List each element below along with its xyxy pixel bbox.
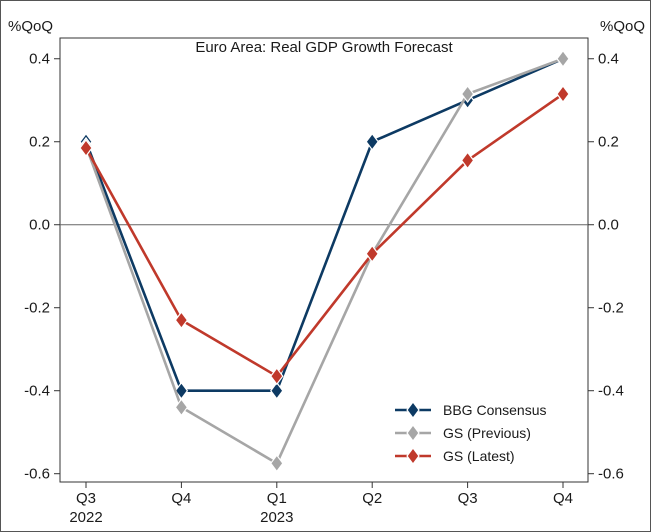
y-tick-label-right: -0.2 (598, 300, 624, 317)
series-layer (79, 49, 570, 473)
y-tick-label-right: 0.0 (598, 217, 619, 234)
x-tick-year-label: 2022 (69, 509, 102, 526)
right-axis-unit: %QoQ (600, 18, 645, 35)
chart-title: Euro Area: Real GDP Growth Forecast (195, 39, 453, 56)
data-point-marker (174, 311, 189, 330)
x-tick-label: Q3 (76, 490, 96, 507)
x-tick-year-label: 2023 (260, 509, 293, 526)
data-point-marker (79, 138, 93, 157)
y-tick-label-right: -0.4 (598, 383, 624, 400)
y-tick-label-right: 0.4 (598, 51, 619, 68)
y-tick-label-left: -0.4 (24, 383, 50, 400)
data-point-marker (270, 381, 284, 400)
left-axis-unit: %QoQ (8, 18, 53, 35)
data-point-marker (556, 85, 570, 104)
x-tick-label: Q4 (171, 490, 191, 507)
y-tick-label-right: 0.2 (598, 134, 619, 151)
legend-marker (406, 401, 420, 419)
data-point-marker (270, 454, 284, 473)
legend-label: BBG Consensus (443, 402, 547, 418)
series-line (84, 92, 564, 378)
legend-marker (406, 424, 420, 442)
legend: BBG Consensus GS (Previous) GS (Latest) (395, 401, 547, 465)
x-tick-label: Q2 (362, 490, 382, 507)
data-point-marker (174, 398, 189, 417)
y-tick-label-right: -0.6 (598, 466, 624, 483)
y-tick-label-left: 0.4 (29, 51, 50, 68)
data-point-marker (556, 49, 570, 68)
legend-marker (406, 447, 420, 465)
data-point-marker (270, 367, 284, 386)
y-tick-label-left: 0.2 (29, 134, 50, 151)
x-tick-label: Q1 (267, 490, 287, 507)
data-point-marker (365, 244, 379, 263)
y-tick-label-left: 0.0 (29, 217, 50, 234)
x-tick-label: Q3 (458, 490, 478, 507)
plot-frame (59, 37, 589, 483)
y-tick-label-left: -0.6 (24, 466, 50, 483)
x-tick-label: Q4 (553, 490, 573, 507)
y-tick-label-left: -0.2 (24, 300, 50, 317)
series-line (84, 57, 564, 465)
data-point-marker (460, 151, 475, 170)
series-3 (79, 85, 570, 386)
legend-label: GS (Previous) (443, 425, 531, 441)
series-line (84, 57, 564, 393)
axis-ticks: 0.4 0.4 0.2 0.2 0.0 0.0 -0.2 -0.2 -0.4 -0.4 -0.6 -0… (24, 51, 624, 526)
data-point-marker (460, 85, 475, 104)
data-point-marker (365, 132, 379, 151)
legend-label: GS (Latest) (443, 448, 515, 464)
